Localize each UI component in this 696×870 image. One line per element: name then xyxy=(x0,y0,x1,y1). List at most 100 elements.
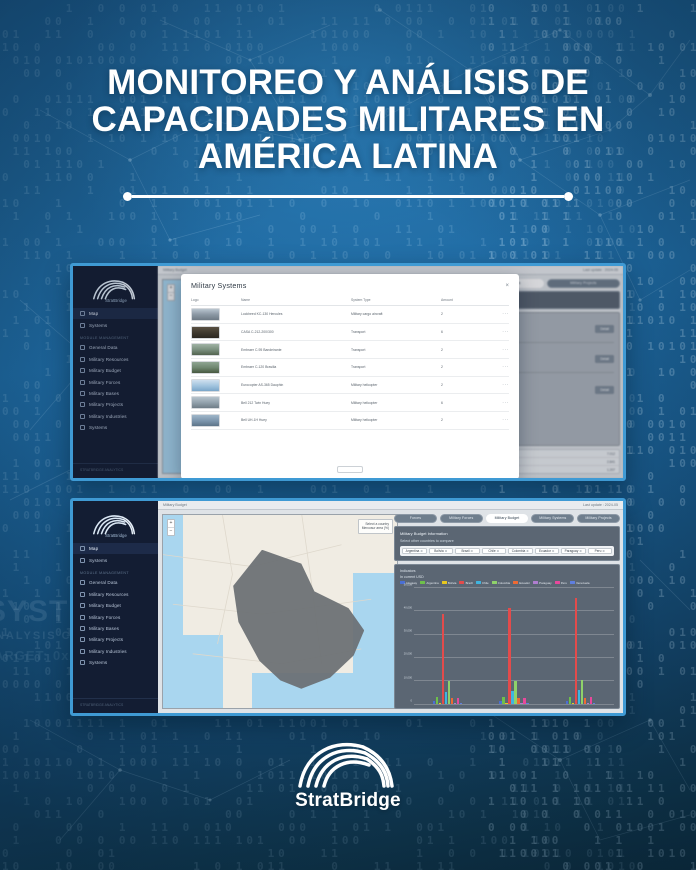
sidebar-item-military-industries[interactable]: Military Industries xyxy=(73,646,158,657)
legend-swatch xyxy=(492,581,497,584)
sidebar-item-systems[interactable]: Systems xyxy=(73,554,158,565)
legend-swatch xyxy=(459,581,464,584)
remove-icon[interactable]: ⊗ xyxy=(602,549,605,553)
row-actions-button[interactable]: ··· xyxy=(493,364,509,370)
sidebar-item-label: Map xyxy=(89,546,98,551)
sidebar-item-military-budget[interactable]: Military Budget xyxy=(73,600,158,611)
system-thumbnail-icon xyxy=(191,326,220,339)
y-axis-tick-label: 50,000 xyxy=(404,583,412,586)
remove-icon[interactable]: ⊗ xyxy=(445,549,448,553)
pagination-button[interactable] xyxy=(337,466,363,473)
country-chip-ecuador[interactable]: Ecuador ⊗ xyxy=(535,548,560,554)
row-actions-button[interactable]: ··· xyxy=(493,382,509,388)
system-amount: 6 xyxy=(441,401,493,405)
remove-icon[interactable]: ⊗ xyxy=(497,549,500,553)
row-actions-button[interactable]: ··· xyxy=(493,417,509,423)
system-amount: 2 xyxy=(441,348,493,352)
row-actions-button[interactable]: ··· xyxy=(493,311,509,317)
chart-bar xyxy=(566,701,568,704)
row-actions-button[interactable]: ··· xyxy=(493,400,509,406)
factory-icon xyxy=(80,649,85,654)
chart-bar xyxy=(436,697,438,704)
country-chip-argentina[interactable]: Argentina ⊗ xyxy=(402,548,427,554)
divider-dot-left xyxy=(123,192,132,201)
table-row[interactable]: CASA C-212-200/300 Transport 6 ··· xyxy=(191,324,509,342)
flag-icon xyxy=(80,626,85,631)
remove-icon[interactable]: ⊗ xyxy=(579,549,582,553)
country-chip-colombia[interactable]: Colombia ⊗ xyxy=(508,548,533,554)
title-divider xyxy=(0,192,696,201)
map-canvas[interactable]: + − Select a country Mercosur area (%) xyxy=(162,514,398,709)
legend-item: Ecuador xyxy=(513,581,530,585)
map-container-bottom[interactable]: + − Select a country Mercosur area (%) xyxy=(162,514,398,709)
box-icon xyxy=(80,592,85,597)
tab-military-systems[interactable]: Military Systems xyxy=(531,514,574,523)
sidebar-item-general-data[interactable]: General Data xyxy=(73,577,158,588)
grid-icon xyxy=(80,558,85,563)
legend-swatch xyxy=(513,581,518,584)
remove-icon[interactable]: ⊗ xyxy=(526,549,529,553)
table-row[interactable]: Embraer C-95 Bandeirante Transport 2 ··· xyxy=(191,341,509,359)
chart-bar xyxy=(457,698,459,704)
close-icon[interactable]: × xyxy=(505,283,509,289)
remove-icon[interactable]: ⊗ xyxy=(420,549,423,553)
y-axis-tick-label: 10,000 xyxy=(404,676,412,679)
table-row[interactable]: Eurocopter AS-365 Dauphin Military helic… xyxy=(191,377,509,395)
column-header-system-type: System Type xyxy=(351,298,441,302)
sidebar-item-military-bases[interactable]: Military Bases xyxy=(73,623,158,634)
legend-item: Venezuela xyxy=(570,581,590,585)
chart-bar xyxy=(433,701,435,704)
map-zoom-controls[interactable]: + − xyxy=(167,519,175,536)
tab-military-budget[interactable]: Military Budget xyxy=(486,514,529,523)
folder-icon xyxy=(80,637,85,642)
y-axis-tick-label: 0 xyxy=(411,700,413,703)
page-title: MONITOREO Y ANÁLISIS DE CAPACIDADES MILI… xyxy=(0,64,696,175)
table-row[interactable]: Bell 212 Twin Huey Military helicopter 6… xyxy=(191,394,509,412)
system-type: Military cargo aircraft xyxy=(351,312,441,316)
tab-military-projects[interactable]: Military Projects xyxy=(577,514,620,523)
tab-military-forces[interactable]: Military Forces xyxy=(440,514,483,523)
indicators-chart-card: Indicators In current USD Uruguay Argenti… xyxy=(394,564,620,710)
chart-bar xyxy=(584,698,586,704)
table-row[interactable]: Lockheed KC-130 Hercules Military cargo … xyxy=(191,306,509,324)
remove-icon[interactable]: ⊗ xyxy=(470,549,473,553)
country-chip-bolivia[interactable]: Bolivia ⊗ xyxy=(429,548,454,554)
country-chip-brazil[interactable]: Brazil ⊗ xyxy=(455,548,480,554)
system-amount: 2 xyxy=(441,383,493,387)
sidebar-item-military-resources[interactable]: Military Resources xyxy=(73,589,158,600)
stratbridge-logo-icon: StratBridge xyxy=(87,509,145,539)
remove-icon[interactable]: ⊗ xyxy=(552,549,555,553)
sidebar-item-label: Military Industries xyxy=(89,649,127,654)
tab-forces[interactable]: Forces xyxy=(394,514,437,523)
map-zoom-in-button[interactable]: + xyxy=(168,520,174,527)
country-chip-paraguay[interactable]: Paraguay ⊗ xyxy=(561,548,586,554)
chart-bar xyxy=(520,703,522,704)
legend-swatch xyxy=(533,581,538,584)
table-row[interactable]: Embraer C-120 Brasilia Transport 2 ··· xyxy=(191,359,509,377)
sidebar-item-map[interactable]: Map xyxy=(73,543,158,554)
country-chip-chile[interactable]: Chile ⊗ xyxy=(482,548,507,554)
chart-bar xyxy=(508,608,510,704)
sidebar-item-label: Systems xyxy=(89,660,107,665)
legend-label: Colombia xyxy=(498,581,510,585)
topbar-bottom: Military Budget Last update : 2024-05 xyxy=(158,501,623,510)
chart-bar xyxy=(587,703,589,704)
sidebar-item-military-projects[interactable]: Military Projects xyxy=(73,634,158,645)
chart-bar xyxy=(439,703,441,704)
budget-panel-subtitle: Select other countries to compare xyxy=(400,539,614,543)
sidebar-item-systems-module[interactable]: Systems xyxy=(73,657,158,668)
map-legend-line2: Mercosur area (%) xyxy=(362,526,389,530)
chart-bar xyxy=(578,690,580,704)
svg-text:StratBridge: StratBridge xyxy=(105,533,127,538)
system-thumbnail-icon xyxy=(191,343,220,356)
app-window-bottom: StratBridge Map Systems MODULE MANAGEMEN… xyxy=(73,501,623,713)
row-actions-button[interactable]: ··· xyxy=(493,329,509,335)
country-chip-peru[interactable]: Peru ⊗ xyxy=(588,548,613,554)
table-row[interactable]: Bell UH-1H Huey Military helicopter 2 ··… xyxy=(191,412,509,430)
map-icon xyxy=(80,546,85,551)
map-zoom-out-button[interactable]: − xyxy=(168,527,174,535)
chart-bar xyxy=(454,703,456,704)
sidebar-item-military-forces[interactable]: Military Forces xyxy=(73,611,158,622)
row-actions-button[interactable]: ··· xyxy=(493,347,509,353)
country-chip-row: Argentina ⊗ Bolivia ⊗ Brazil ⊗ Chile ⊗ Colom… xyxy=(400,546,614,556)
